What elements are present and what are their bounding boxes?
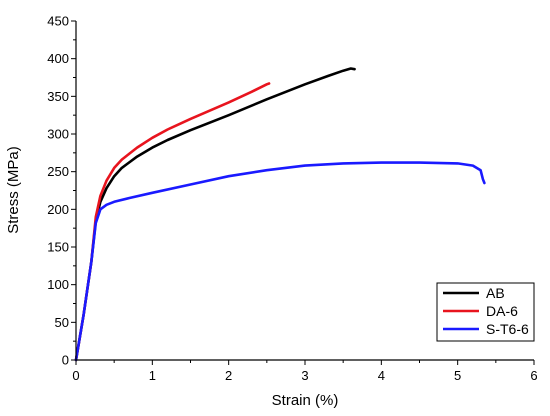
x-tick-label: 2 xyxy=(225,368,232,383)
y-ticks: 0 50 100 150 200 250 300 350 400 450 xyxy=(47,14,76,368)
y-axis-title: Stress (MPa) xyxy=(5,146,22,234)
x-ticks: 0 1 2 3 4 5 6 xyxy=(72,360,538,383)
y-tick-label: 300 xyxy=(47,127,69,142)
y-tick-label: 450 xyxy=(47,14,69,29)
x-tick-label: 6 xyxy=(530,368,537,383)
y-tick-label: 0 xyxy=(62,353,69,368)
legend-label: DA-6 xyxy=(486,303,518,319)
y-tick-label: 350 xyxy=(47,89,69,104)
y-tick-label: 250 xyxy=(47,164,69,179)
y-tick-label: 400 xyxy=(47,51,69,66)
legend-label: S-T6-6 xyxy=(486,321,529,337)
y-tick-label: 200 xyxy=(47,202,69,217)
legend-items: AB DA-6 S-T6-6 xyxy=(443,285,529,337)
series-line-s-t6-6 xyxy=(74,161,486,362)
y-tick-label: 150 xyxy=(47,240,69,255)
series-layer xyxy=(74,67,486,362)
x-tick-label: 3 xyxy=(301,368,308,383)
x-tick-label: 0 xyxy=(72,368,79,383)
x-tick-label: 4 xyxy=(378,368,385,383)
x-tick-label: 5 xyxy=(454,368,461,383)
y-tick-label: 50 xyxy=(55,315,69,330)
y-tick-label: 100 xyxy=(47,277,69,292)
legend-label: AB xyxy=(486,285,505,301)
x-axis-title: Strain (%) xyxy=(272,392,339,409)
legend: AB DA-6 S-T6-6 xyxy=(436,282,535,342)
x-tick-label: 1 xyxy=(149,368,156,383)
